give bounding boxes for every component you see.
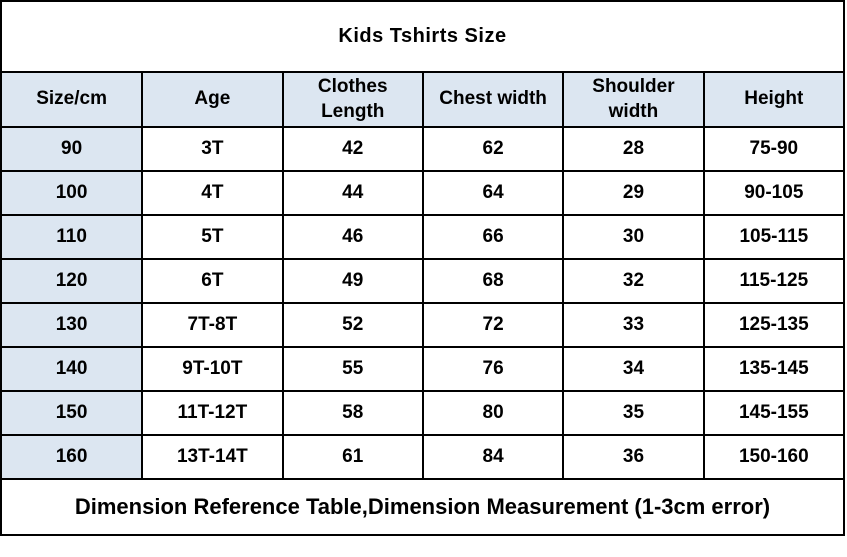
table-cell: 115-125 (702, 258, 846, 304)
table-cell: 6T (141, 258, 284, 304)
table-header-row: Size/cm Age Clothes Length Chest width Shoul… (0, 71, 846, 128)
table-cell: 35 (562, 390, 705, 436)
table-cell: 61 (281, 434, 424, 480)
table-cell: 30 (562, 214, 705, 260)
table-cell: 62 (421, 126, 565, 172)
page-title: Kids Tshirts Size (0, 0, 845, 73)
table-cell: 84 (421, 434, 565, 480)
table-cell: 28 (562, 126, 705, 172)
table-cell: 52 (281, 302, 424, 348)
table-row: 100 4T 44 64 29 90-105 (0, 170, 846, 216)
table-cell: 72 (421, 302, 565, 348)
table-footnote: Dimension Reference Table,Dimension Meas… (0, 478, 845, 536)
column-header-height: Height (702, 71, 846, 128)
column-header-age: Age (141, 71, 284, 128)
table-row: 150 11T-12T 58 80 35 145-155 (0, 390, 846, 436)
column-header-shoulder: Shoulder width (562, 71, 705, 128)
table-cell: 125-135 (702, 302, 846, 348)
table-row: 160 13T-14T 61 84 36 150-160 (0, 434, 846, 480)
table-cell: 32 (562, 258, 705, 304)
table-row: 120 6T 49 68 32 115-125 (0, 258, 846, 304)
table-cell: 80 (421, 390, 565, 436)
table-row: 130 7T-8T 52 72 33 125-135 (0, 302, 846, 348)
column-header-size-cm: Size/cm (0, 71, 144, 128)
table-cell: 36 (562, 434, 705, 480)
table-row: 110 5T 46 66 30 105-115 (0, 214, 846, 260)
table-cell: 55 (281, 346, 424, 392)
table-row: 90 3T 42 62 28 75-90 (0, 126, 846, 172)
table-cell: 68 (421, 258, 565, 304)
footnote-row: Dimension Reference Table,Dimension Meas… (0, 478, 845, 536)
column-header-clothes: Clothes Length (281, 71, 424, 128)
table-cell: 29 (562, 170, 705, 216)
table-cell: 105-115 (702, 214, 846, 260)
table-cell: 58 (281, 390, 424, 436)
table-cell: 135-145 (702, 346, 846, 392)
table-cell: 75-90 (702, 126, 846, 172)
row-header-cell: 130 (0, 302, 144, 348)
row-header-cell: 160 (0, 434, 144, 480)
table-cell: 42 (281, 126, 424, 172)
row-header-cell: 150 (0, 390, 144, 436)
table-cell: 13T-14T (141, 434, 284, 480)
table-cell: 44 (281, 170, 424, 216)
title-row: Kids Tshirts Size (0, 0, 845, 73)
table-cell: 46 (281, 214, 424, 260)
table-cell: 34 (562, 346, 705, 392)
row-header-cell: 120 (0, 258, 144, 304)
table-cell: 9T-10T (141, 346, 284, 392)
table-cell: 33 (562, 302, 705, 348)
size-chart-table: Kids Tshirts Size Size/cm Age Clothes Leng… (0, 0, 846, 536)
row-header-cell: 140 (0, 346, 144, 392)
table-cell: 4T (141, 170, 284, 216)
table-cell: 64 (421, 170, 565, 216)
table-cell: 5T (141, 214, 284, 260)
table-cell: 3T (141, 126, 284, 172)
row-header-cell: 100 (0, 170, 144, 216)
table-row: 140 9T-10T 55 76 34 135-145 (0, 346, 846, 392)
table-cell: 11T-12T (141, 390, 284, 436)
table-cell: 150-160 (702, 434, 846, 480)
row-header-cell: 110 (0, 214, 144, 260)
table-cell: 145-155 (702, 390, 846, 436)
table-cell: 66 (421, 214, 565, 260)
table-cell: 7T-8T (141, 302, 284, 348)
column-header-chest-width: Chest width (421, 71, 565, 128)
table-cell: 90-105 (702, 170, 846, 216)
table-cell: 49 (281, 258, 424, 304)
table-cell: 76 (421, 346, 565, 392)
row-header-cell: 90 (0, 126, 144, 172)
